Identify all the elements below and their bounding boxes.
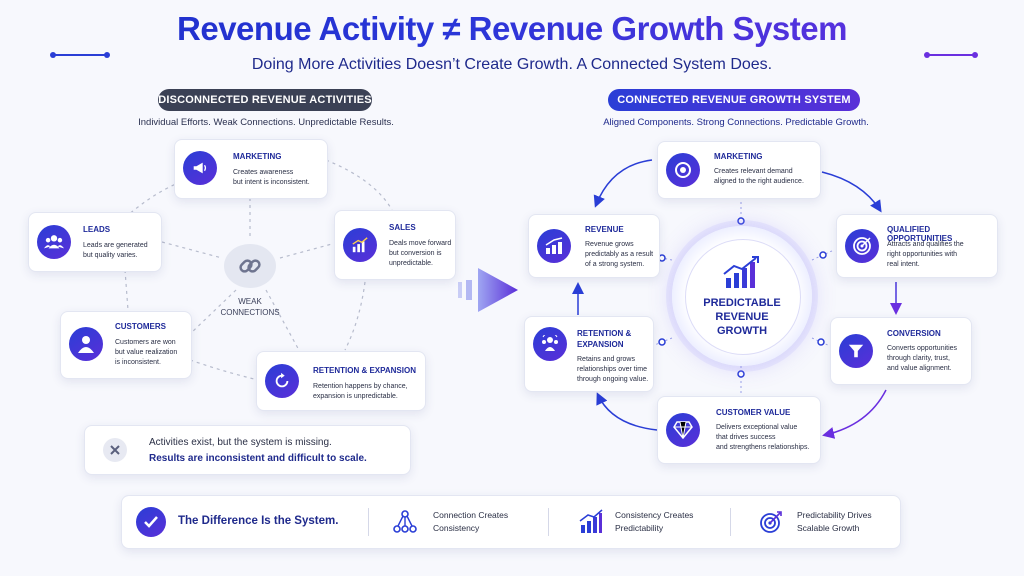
card-right-customer-value: CUSTOMER VALUE Delivers exceptional valu… [657, 396, 821, 464]
transition-arrow [458, 268, 518, 312]
difference-label: The Difference Is the System. [178, 515, 339, 527]
target-icon [760, 511, 782, 533]
bottom-summary-bar: The Difference Is the System. Connection… [121, 495, 901, 549]
card-title: MARKETING [714, 152, 763, 161]
megaphone-icon [183, 151, 217, 185]
card-title: CUSTOMERS [115, 322, 166, 331]
card-left-sales: SALES Deals move forward but conversion … [334, 210, 456, 280]
user-icon [69, 327, 103, 361]
card-title: MARKETING [233, 152, 282, 161]
card-desc: Customers are won but value realization … [115, 339, 178, 366]
disconnected-pill: DISCONNECTED REVENUE ACTIVITIES [158, 89, 372, 111]
card-left-marketing: MARKETING Creates awareness but intent i… [174, 139, 328, 199]
weak-connections-text: WEAK CONNECTIONS [220, 297, 280, 317]
connected-pill: CONNECTED REVENUE GROWTH SYSTEM [608, 89, 860, 111]
card-title: RETENTION & EXPANSION [577, 329, 632, 349]
card-left-retention: RETENTION & EXPANSION Retention happens … [256, 351, 426, 411]
diamond-icon [666, 413, 700, 447]
card-title: CUSTOMER VALUE [716, 408, 791, 417]
divider [368, 508, 369, 536]
card-title: RETENTION & EXPANSION [313, 366, 416, 375]
bar-chart-icon [579, 509, 603, 533]
system-missing-callout: Activities exist, but the system is miss… [84, 425, 411, 475]
decorative-dot-right [924, 52, 930, 58]
divider [730, 508, 731, 536]
card-title: CONVERSION [887, 329, 941, 338]
link-icon [224, 244, 276, 288]
network-icon [393, 510, 417, 533]
card-desc: Creates relevant demand aligned to the r… [714, 168, 804, 185]
card-title: SALES [389, 223, 416, 232]
card-title: REVENUE [585, 225, 624, 234]
card-desc: Leads are generated but quality varies. [83, 242, 148, 259]
page-title: Revenue Activity ≠ Revenue Growth System [0, 10, 1024, 48]
missing-line-2: Results are inconsistent and difficult t… [149, 453, 367, 464]
target-icon [845, 229, 879, 263]
weak-connection-lines [119, 159, 393, 381]
card-right-marketing: MARKETING Creates relevant demand aligne… [657, 141, 821, 199]
card-left-leads: LEADS Leads are generated but quality va… [28, 212, 162, 272]
card-desc: Attracts and qualifies the right opportu… [887, 241, 964, 268]
predictable-growth-label: PREDICTABLE REVENUE GROWTH [703, 297, 781, 337]
card-right-qualified: QUALIFIED OPPORTUNITIES Attracts and qua… [836, 214, 998, 278]
item-consistency: Consistency Creates Predictability [615, 510, 694, 533]
card-desc: Revenue grows predictably as a result of… [585, 241, 654, 268]
check-icon [136, 507, 166, 537]
refresh-icon [265, 364, 299, 398]
item-connection: Connection Creates Consistency [433, 510, 509, 533]
center-circle [685, 239, 801, 355]
bar-chart-icon [343, 228, 377, 262]
missing-line-1: Activities exist, but the system is miss… [149, 437, 332, 448]
disconnected-subtitle: Individual Efforts. Weak Connections. Un… [138, 117, 394, 128]
card-desc: Retention happens by chance, expansion i… [313, 383, 408, 400]
decorative-dot-right-end [972, 52, 978, 58]
cycle-arrows [572, 159, 902, 439]
decorative-dot-left-end [104, 52, 110, 58]
growth-icon [537, 229, 571, 263]
card-desc: Converts opportunities through clarity, … [887, 345, 958, 372]
card-right-conversion: CONVERSION Converts opportunities throug… [830, 317, 972, 385]
card-desc: Creates awareness but intent is inconsis… [233, 169, 310, 186]
target-gear-icon [666, 153, 700, 187]
people-icon [37, 225, 71, 259]
decorative-dot-left [50, 52, 56, 58]
card-left-customers: CUSTOMERS Customers are won but value re… [60, 311, 192, 379]
decorative-line-right [928, 54, 976, 56]
item-predictability: Predictability Drives Scalable Growth [797, 510, 872, 533]
weak-connections-label: WEAK CONNECTIONS [200, 296, 300, 318]
decorative-line-left [54, 54, 106, 56]
card-desc: Delivers exceptional value that drives s… [716, 424, 810, 451]
divider [548, 508, 549, 536]
card-desc: Deals move forward but conversion is unp… [389, 240, 452, 267]
page-subtitle: Doing More Activities Doesn’t Create Gro… [251, 56, 773, 73]
card-right-retention: RETENTION & EXPANSION Retains and grows … [524, 316, 654, 392]
funnel-icon [839, 334, 873, 368]
card-desc: Retains and grows relationships over tim… [577, 356, 649, 383]
card-title: QUALIFIED OPPORTUNITIES [887, 225, 953, 243]
team-icon [533, 327, 567, 361]
card-title: LEADS [83, 225, 111, 234]
close-x-icon [103, 438, 127, 462]
connected-subtitle: Aligned Components. Strong Connections. … [603, 117, 869, 128]
card-right-revenue: REVENUE Revenue grows predictably as a r… [528, 214, 660, 278]
growth-chart-icon [723, 256, 759, 288]
